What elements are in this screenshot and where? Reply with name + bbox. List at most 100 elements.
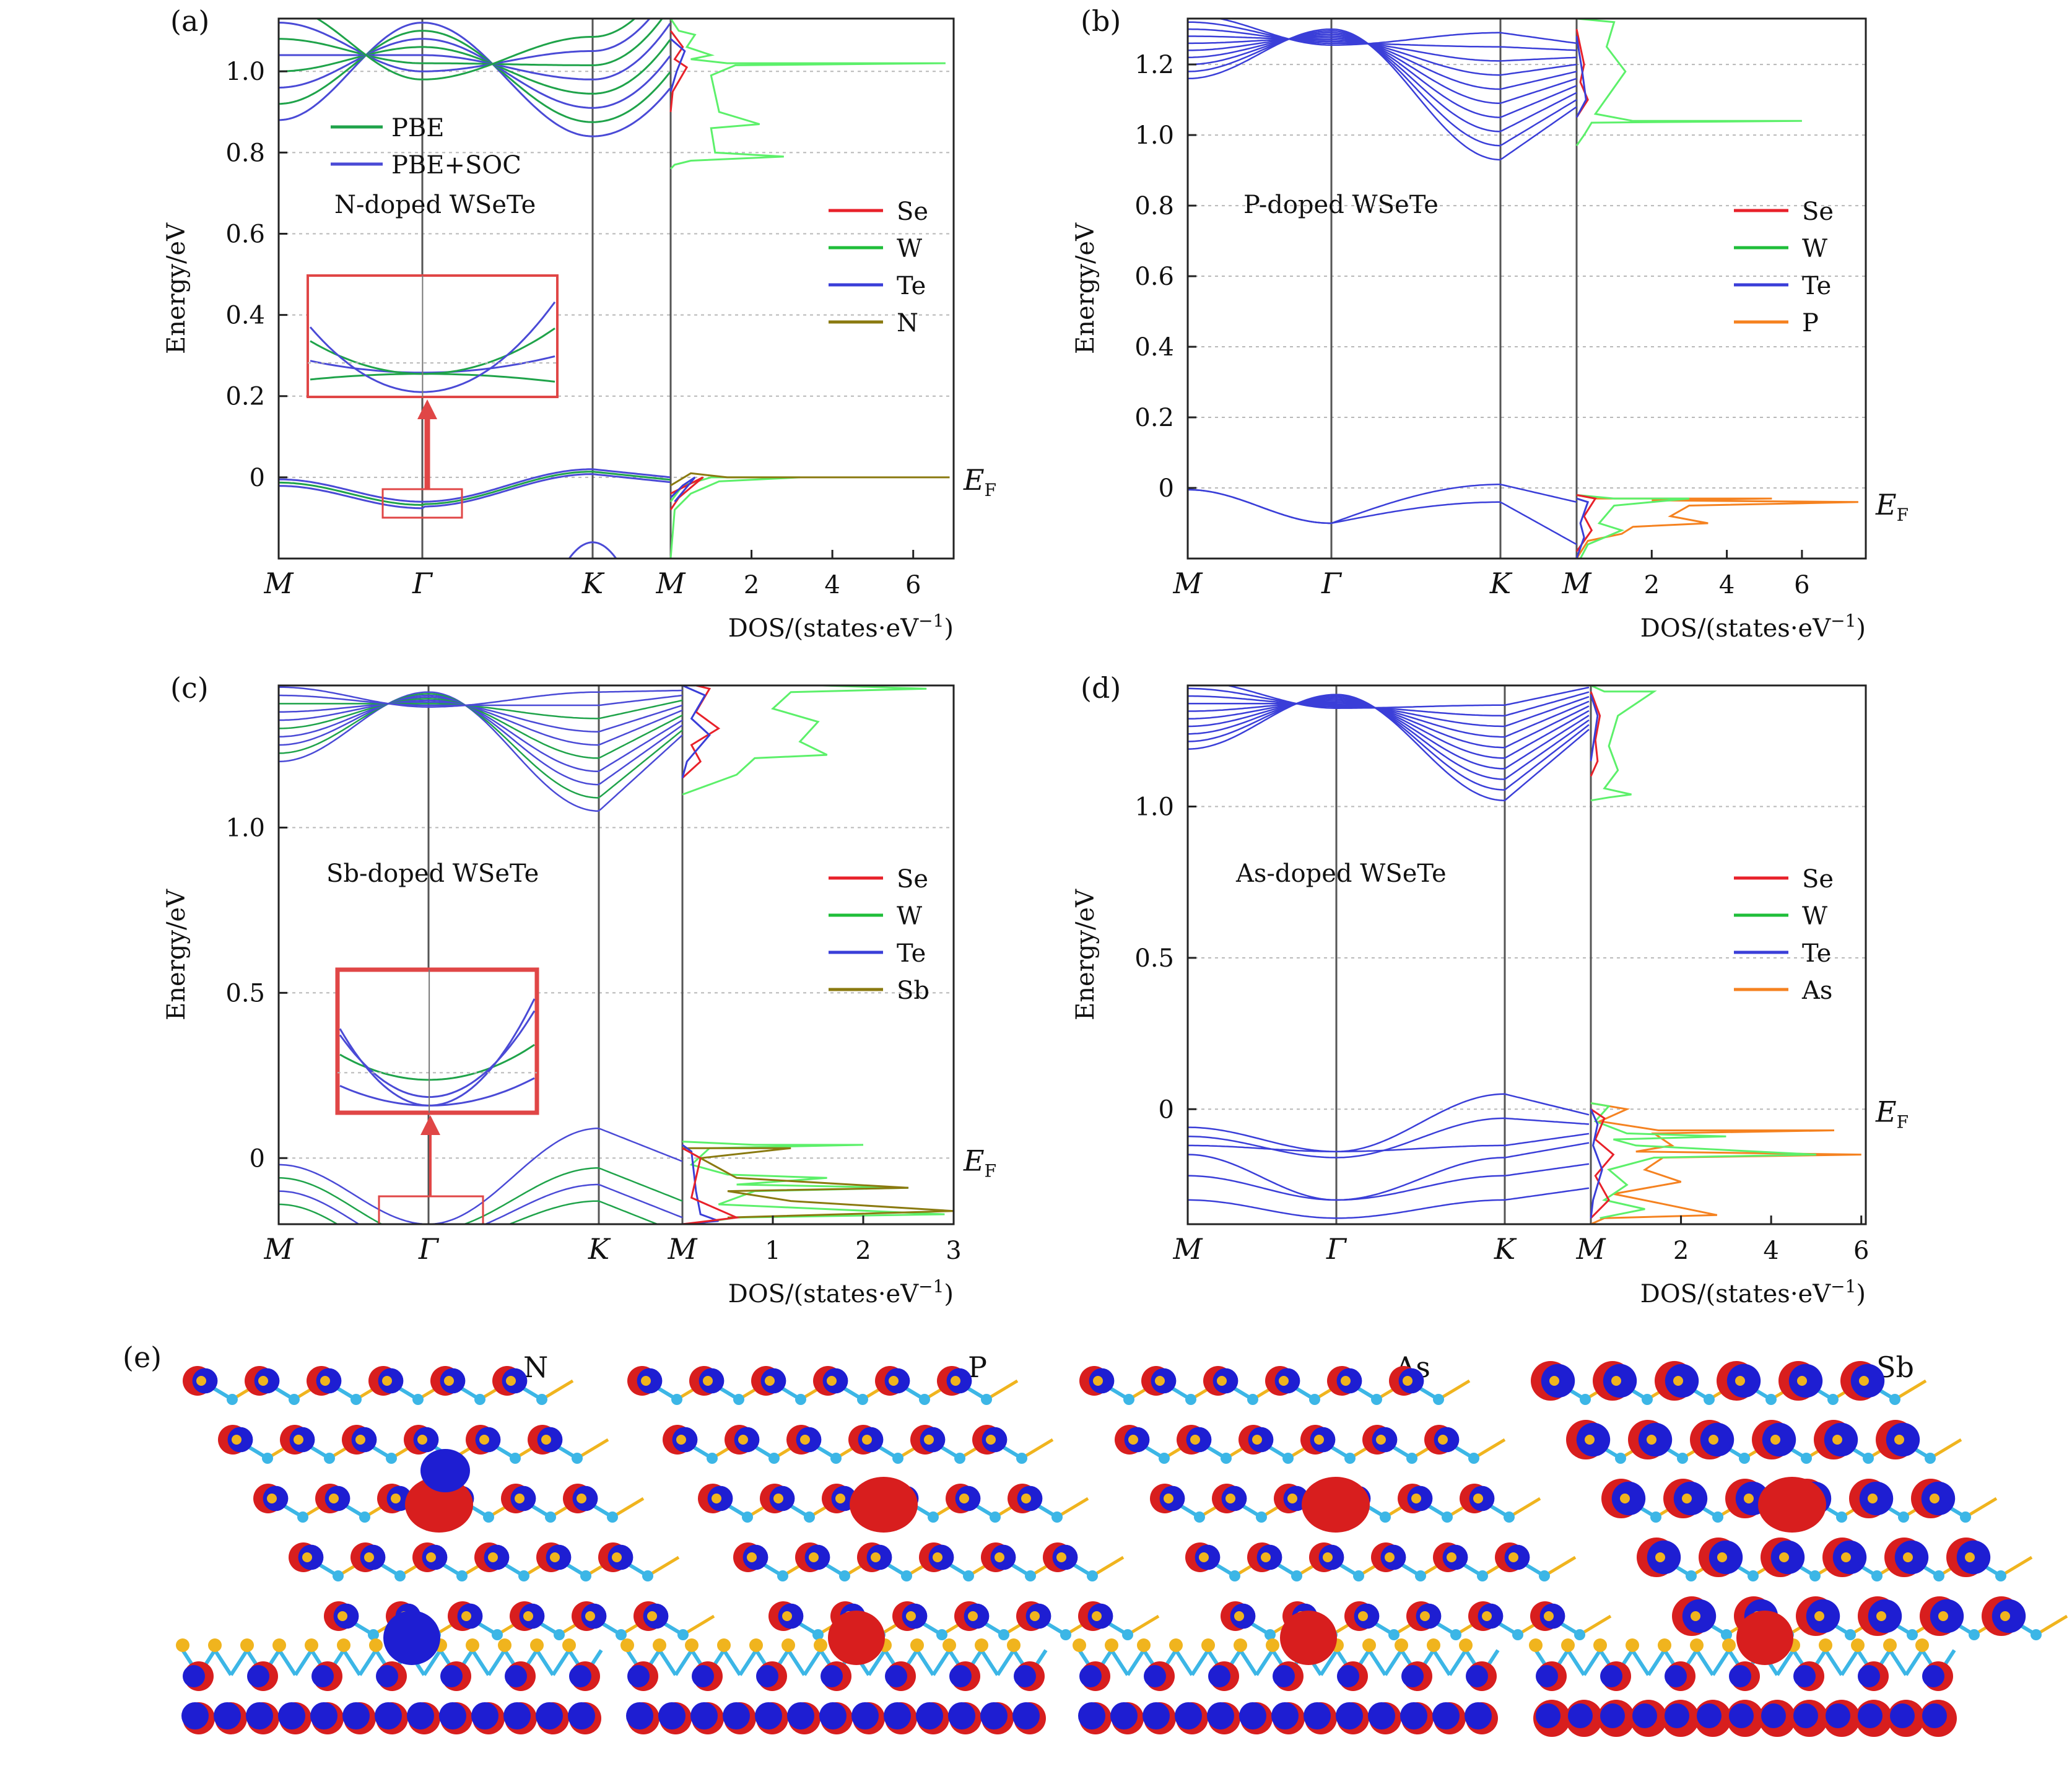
atom-w <box>1677 1453 1688 1464</box>
conduction-band <box>279 694 683 786</box>
orbital-lobe-blue <box>1175 1702 1202 1729</box>
conduction-band <box>1188 697 1590 780</box>
atom-w <box>892 1453 903 1464</box>
valence-band <box>1188 1117 1590 1159</box>
kpath-label: M <box>263 1232 294 1266</box>
dos-curve-As <box>1590 1102 1861 1224</box>
atom-w <box>1721 1629 1732 1640</box>
orbital-lobe-blue <box>1273 1665 1295 1687</box>
atom-w <box>1016 1453 1027 1464</box>
atom-chalcogen <box>814 1638 827 1652</box>
orbital-lobe-blue <box>1337 1665 1359 1687</box>
atom-w <box>919 1394 930 1405</box>
orbital-lobe-blue <box>1536 1665 1558 1687</box>
atom-chalcogen <box>1709 1435 1718 1445</box>
bond <box>342 1649 362 1676</box>
atom-w <box>812 1629 824 1640</box>
atom-w <box>545 1511 556 1523</box>
conduction-band <box>279 696 683 773</box>
fermi-label: EF <box>963 463 996 500</box>
dopant-lobe-red <box>1302 1477 1370 1533</box>
orbital-lobe-blue <box>1400 1702 1427 1729</box>
kpath-label: Γ <box>1326 1232 1347 1266</box>
atom-chalcogen <box>1137 1638 1151 1652</box>
conduction-band <box>1188 32 1577 133</box>
atom-chalcogen <box>620 1638 634 1652</box>
orbital-lobe-blue <box>376 1665 398 1687</box>
dos-curve-P <box>1575 494 1858 559</box>
atom-chalcogen <box>1529 1638 1543 1652</box>
band-dos-panel-1: (a) 1.0 0.8 0.6 0.4 0.2 0 Energy/eV M Γ K M 2 4 6 DOS/(… <box>162 4 996 643</box>
legend-label: N <box>897 309 918 337</box>
atom-chalcogen <box>1266 1638 1279 1652</box>
kpath-label: Γ <box>418 1232 440 1266</box>
atom-w <box>742 1511 753 1523</box>
band-dos-panel-4: (d) 1.0 0.5 0 Energy/eV M Γ K M 2 4 6 DOS/(states·eV… <box>1071 671 1909 1308</box>
legend-label: W <box>1802 235 1827 263</box>
atom-w <box>1087 1570 1098 1581</box>
bond <box>646 1555 680 1578</box>
bond <box>1383 1649 1403 1676</box>
atom-w <box>1468 1453 1479 1464</box>
atom-chalcogen <box>466 1638 479 1652</box>
axes-frame <box>277 684 955 1225</box>
atom-chalcogen <box>1376 1435 1386 1445</box>
atom-chalcogen <box>1225 1494 1235 1503</box>
bond <box>611 1497 645 1519</box>
atom-chalcogen <box>924 1435 934 1445</box>
atom-chalcogen <box>1859 1376 1869 1386</box>
orbital-lobe-blue <box>569 1665 591 1687</box>
atom-chalcogen <box>1682 1494 1692 1503</box>
atom-chalcogen <box>1797 1376 1807 1386</box>
atom-chalcogen <box>2000 1611 2010 1621</box>
y-tick-label: 0.5 <box>225 979 265 1007</box>
conduction-band <box>1188 28 1577 62</box>
legend-label: W <box>897 902 922 931</box>
y-tick-label: 0.8 <box>1134 192 1174 220</box>
orbital-lobe-blue <box>1600 1665 1622 1687</box>
bond <box>229 1649 249 1676</box>
atom-chalcogen <box>1717 1552 1727 1562</box>
bond <box>1021 1438 1054 1460</box>
orbital-lobe-blue <box>278 1702 305 1729</box>
atom-chalcogen <box>1164 1494 1173 1503</box>
y-tick-label: 0.6 <box>1134 263 1174 291</box>
dos-curve-W <box>669 19 946 170</box>
legend-label: Se <box>1802 865 1834 894</box>
axes-frame <box>1186 17 1867 560</box>
orbital-lobe-blue <box>1600 1703 1625 1728</box>
atom-chalcogen <box>426 1552 436 1562</box>
atom-chalcogen <box>889 1376 899 1386</box>
dos-curve-Se <box>669 476 704 511</box>
plot-area <box>279 19 954 559</box>
dopant-side-lobe <box>828 1611 885 1665</box>
dos-curve-Se <box>1575 28 1589 118</box>
atom-chalcogen <box>1030 1611 1040 1621</box>
bond <box>422 1649 442 1676</box>
plot-area <box>1188 685 1866 1224</box>
atom-chalcogen <box>1279 1376 1289 1386</box>
y-tick-label: 1.0 <box>225 814 265 843</box>
orbital-block-as: As <box>1073 1351 1612 1734</box>
atom-w <box>1388 1629 1399 1640</box>
valence-band <box>279 1183 683 1224</box>
fermi-label-sub: F <box>985 480 996 500</box>
atom-chalcogen <box>498 1638 511 1652</box>
valence-band <box>1188 1093 1590 1152</box>
dos-curve-W <box>1576 494 1690 559</box>
atom-chalcogen <box>337 1611 347 1621</box>
atom-w <box>1615 1453 1626 1464</box>
bond <box>915 1649 935 1676</box>
fermi-label-main: E <box>963 1144 985 1177</box>
panel-title: P-doped WSeTe <box>1243 191 1439 219</box>
orbital-lobe-blue <box>1304 1702 1331 1729</box>
dos-curve-W <box>1590 685 1657 802</box>
atom-chalcogen <box>1658 1638 1671 1652</box>
orbital-lobe-blue <box>821 1665 843 1687</box>
atom-w <box>1504 1511 1515 1523</box>
valence-band <box>279 473 671 510</box>
fermi-label: EF <box>963 1144 996 1181</box>
orbital-lobe-blue <box>407 1702 434 1729</box>
bond <box>1174 1649 1194 1676</box>
kpath-label: K <box>581 567 605 600</box>
